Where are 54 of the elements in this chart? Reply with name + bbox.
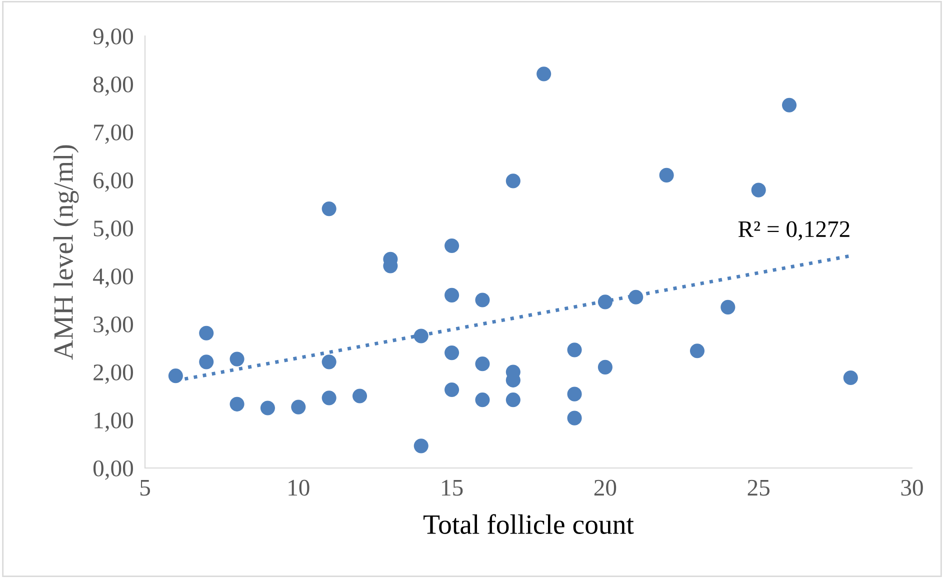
y-tick-label: 3,00 [94,316,133,336]
y-axis-title: AMH level (ng/ml) [53,145,79,360]
x-axis-title: Total follicle count [424,514,634,534]
y-tick-label: 8,00 [93,76,133,96]
point [230,352,244,366]
y-tick-label: 6,00 [94,172,133,192]
point [352,388,368,404]
point [414,438,428,454]
point [475,292,490,308]
x-tick-label: 30 [901,480,923,496]
point [199,326,214,340]
y-tick-label: 0,00 [93,460,133,480]
point [322,390,336,406]
point [414,328,428,344]
y-tick-label: 7,00 [94,124,133,144]
y-tick-label: 1,00 [94,412,133,432]
y-tick-label: 4,00 [93,268,133,288]
point [444,382,460,398]
y-tick-label: 2,00 [94,364,133,384]
point [598,360,612,374]
point [536,66,552,82]
point [843,370,858,386]
point [444,288,460,302]
point [628,290,644,304]
point [322,354,336,370]
point [260,400,276,416]
point [506,174,520,188]
x-tick-label: 15 [442,480,463,496]
x-tick-label: 25 [748,480,770,496]
y-tick-label: 9,00 [93,28,133,48]
point [475,392,490,408]
annotation: R² = 0,1272 [738,221,850,241]
point [444,346,460,360]
point [291,400,306,414]
point [751,182,766,198]
point [567,410,582,426]
point [168,368,183,384]
point [567,386,582,402]
point [322,202,336,216]
point [690,344,705,358]
point [475,356,490,372]
x-tick-label: 10 [288,480,310,496]
point [230,396,244,412]
point [567,342,582,358]
point [720,300,736,314]
y-tick-label: 5,00 [94,220,133,240]
point [782,98,797,112]
x-tick-label: 20 [594,480,616,496]
point [659,168,674,182]
x-tick-label: 5 [140,480,150,496]
point [598,294,612,310]
point [506,392,520,408]
point [444,238,460,254]
point [199,354,214,370]
